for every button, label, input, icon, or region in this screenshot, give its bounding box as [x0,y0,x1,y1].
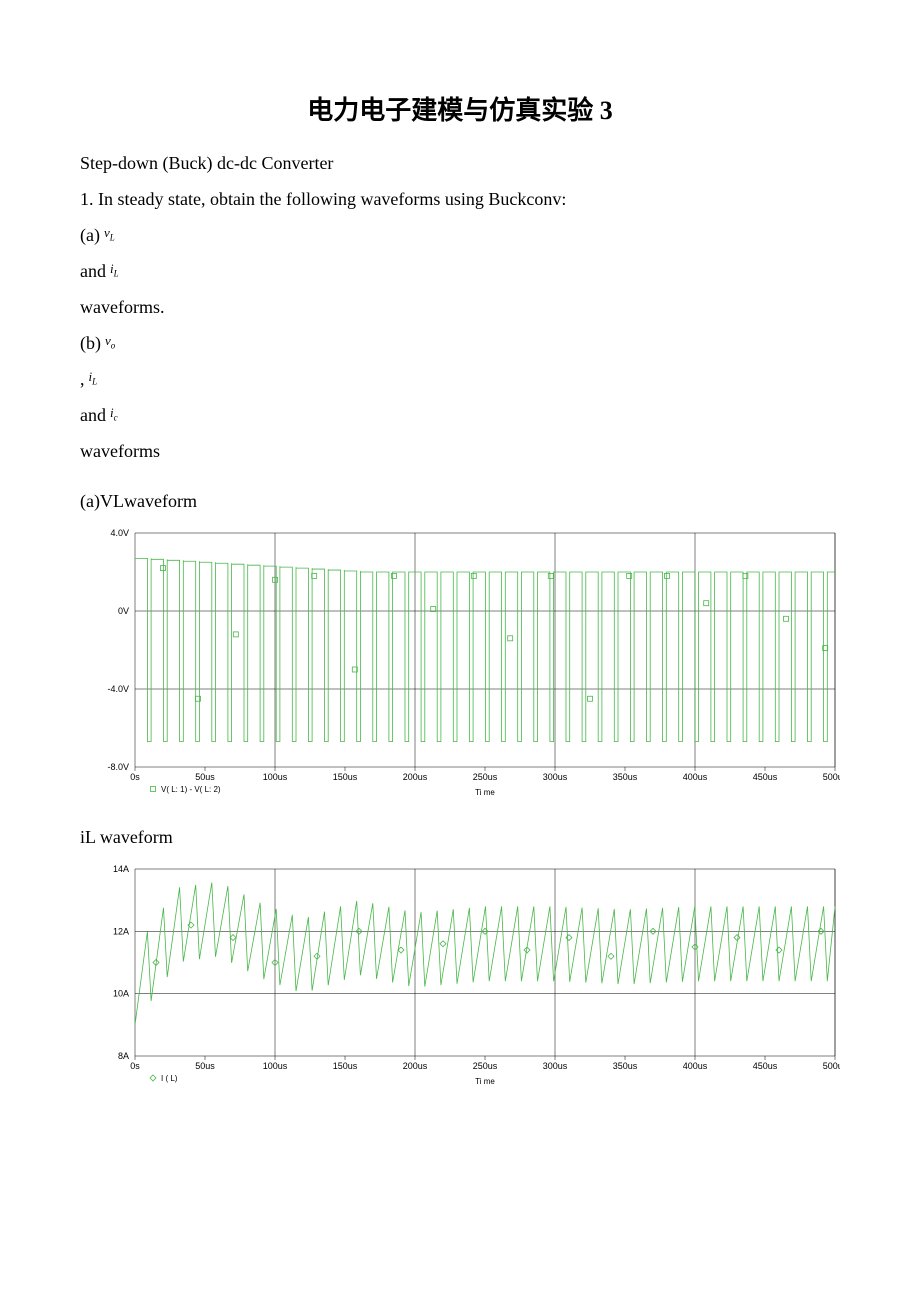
and-text: and [80,253,106,289]
svg-text:200us: 200us [403,772,428,782]
svg-text:V( L: 1) - V( L: 2): V( L: 1) - V( L: 2) [161,785,221,794]
svg-text:4.0V: 4.0V [110,528,129,538]
il-chart-svg: 14A 12A 10A 8A0s 50us 100us 150us 200us 250us 300… [80,861,840,1091]
svg-text:0s: 0s [130,772,140,782]
svg-text:300us: 300us [543,772,568,782]
waveforms-text: waveforms. [80,289,840,325]
intro-line-2: 1. In steady state, obtain the following… [80,181,840,217]
item-b: (b) vo [80,325,840,361]
section-a-caption: (a)VLwaveform [80,483,840,519]
svg-text:250us: 250us [473,1061,498,1071]
svg-text:14A: 14A [113,864,129,874]
svg-text:150us: 150us [333,1061,358,1071]
svg-text:12A: 12A [113,926,129,936]
svg-text:250us: 250us [473,772,498,782]
il-chart: 14A 12A 10A 8A0s 50us 100us 150us 200us 250us 300… [80,861,840,1091]
item-a: (a) vL [80,217,840,253]
var-iL-sub: L [114,269,119,279]
vl-chart: 4.0V 0V -4.0V -8.0V0s 50us 100us 150us 200us 250… [80,525,840,805]
svg-text:500us: 500us [823,1061,840,1071]
svg-text:350us: 350us [613,772,638,782]
var-ic-sub: c [114,413,118,423]
svg-text:10A: 10A [113,989,129,999]
svg-text:450us: 450us [753,772,778,782]
svg-text:Ti me: Ti me [475,788,495,797]
svg-text:400us: 400us [683,1061,708,1071]
svg-text:100us: 100us [263,1061,288,1071]
svg-text:450us: 450us [753,1061,778,1071]
comma-text: , [80,361,85,397]
svg-text:50us: 50us [195,772,215,782]
item-a-and: and iL [80,253,840,289]
svg-text:100us: 100us [263,772,288,782]
page-title: 电力电子建模与仿真实验 3 [80,90,840,127]
item-b3: and ic [80,397,840,433]
svg-text:8A: 8A [118,1051,129,1061]
waveforms2-text: waveforms [80,433,840,469]
intro-line-1: Step-down (Buck) dc-dc Converter [80,145,840,181]
section-il-caption: iL waveform [80,819,840,855]
var-vL-sub: L [110,233,115,243]
svg-text:0s: 0s [130,1061,140,1071]
svg-text:400us: 400us [683,772,708,782]
item-a-prefix: (a) [80,217,100,253]
item-b2: , iL [80,361,840,397]
svg-text:200us: 200us [403,1061,428,1071]
and2-text: and [80,397,106,433]
svg-text:I ( L): I ( L) [161,1074,178,1083]
item-b-prefix: (b) [80,325,101,361]
svg-text:-8.0V: -8.0V [107,762,129,772]
svg-text:300us: 300us [543,1061,568,1071]
var-iL2-sub: L [92,377,97,387]
svg-text:350us: 350us [613,1061,638,1071]
svg-text:500us: 500us [823,772,840,782]
intro-block: Step-down (Buck) dc-dc Converter 1. In s… [80,145,840,519]
svg-text:50us: 50us [195,1061,215,1071]
svg-text:0V: 0V [118,606,129,616]
svg-text:Ti me: Ti me [475,1077,495,1086]
var-vo-sub: o [111,341,116,351]
svg-text:-4.0V: -4.0V [107,684,129,694]
vl-chart-svg: 4.0V 0V -4.0V -8.0V0s 50us 100us 150us 200us 250… [80,525,840,805]
svg-text:150us: 150us [333,772,358,782]
